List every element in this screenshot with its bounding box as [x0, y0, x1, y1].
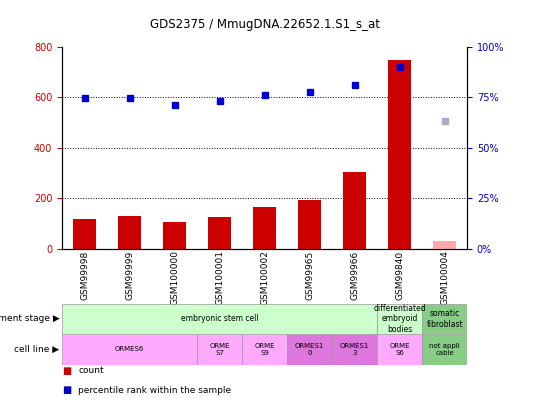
Bar [73, 219, 96, 249]
Text: percentile rank within the sample: percentile rank within the sample [78, 386, 232, 394]
Bar [299, 200, 321, 249]
Bar [197, 334, 242, 364]
Text: cell line ▶: cell line ▶ [14, 345, 59, 354]
Bar [343, 172, 366, 249]
Bar [377, 334, 422, 364]
Bar [332, 334, 377, 364]
Bar [242, 334, 287, 364]
Text: somatic
fibroblast: somatic fibroblast [426, 309, 463, 328]
Text: ORMES1
0: ORMES1 0 [295, 343, 325, 356]
Text: embryonic stem cell: embryonic stem cell [181, 314, 259, 324]
Bar [422, 334, 467, 364]
Text: not appli
cable: not appli cable [429, 343, 460, 356]
Bar [208, 217, 231, 249]
Text: differentiated
embryoid
bodies: differentiated embryoid bodies [373, 304, 426, 334]
Text: ORME
S9: ORME S9 [254, 343, 275, 356]
Text: GDS2375 / MmugDNA.22652.1.S1_s_at: GDS2375 / MmugDNA.22652.1.S1_s_at [150, 18, 380, 31]
Text: development stage ▶: development stage ▶ [0, 314, 59, 324]
Bar [163, 222, 186, 249]
Bar [287, 334, 332, 364]
Text: ■: ■ [62, 385, 71, 395]
Bar [377, 304, 422, 334]
Text: ORME
S6: ORME S6 [389, 343, 410, 356]
Bar [388, 60, 411, 249]
Bar [62, 334, 197, 364]
Bar [253, 207, 276, 249]
Bar [422, 304, 467, 334]
Text: ■: ■ [62, 366, 71, 375]
Bar [62, 304, 377, 334]
Bar [434, 241, 456, 249]
Text: ORMES1
3: ORMES1 3 [340, 343, 369, 356]
Text: ORMES6: ORMES6 [115, 346, 144, 352]
Bar [118, 216, 141, 249]
Text: ORME
S7: ORME S7 [210, 343, 230, 356]
Text: count: count [78, 366, 104, 375]
